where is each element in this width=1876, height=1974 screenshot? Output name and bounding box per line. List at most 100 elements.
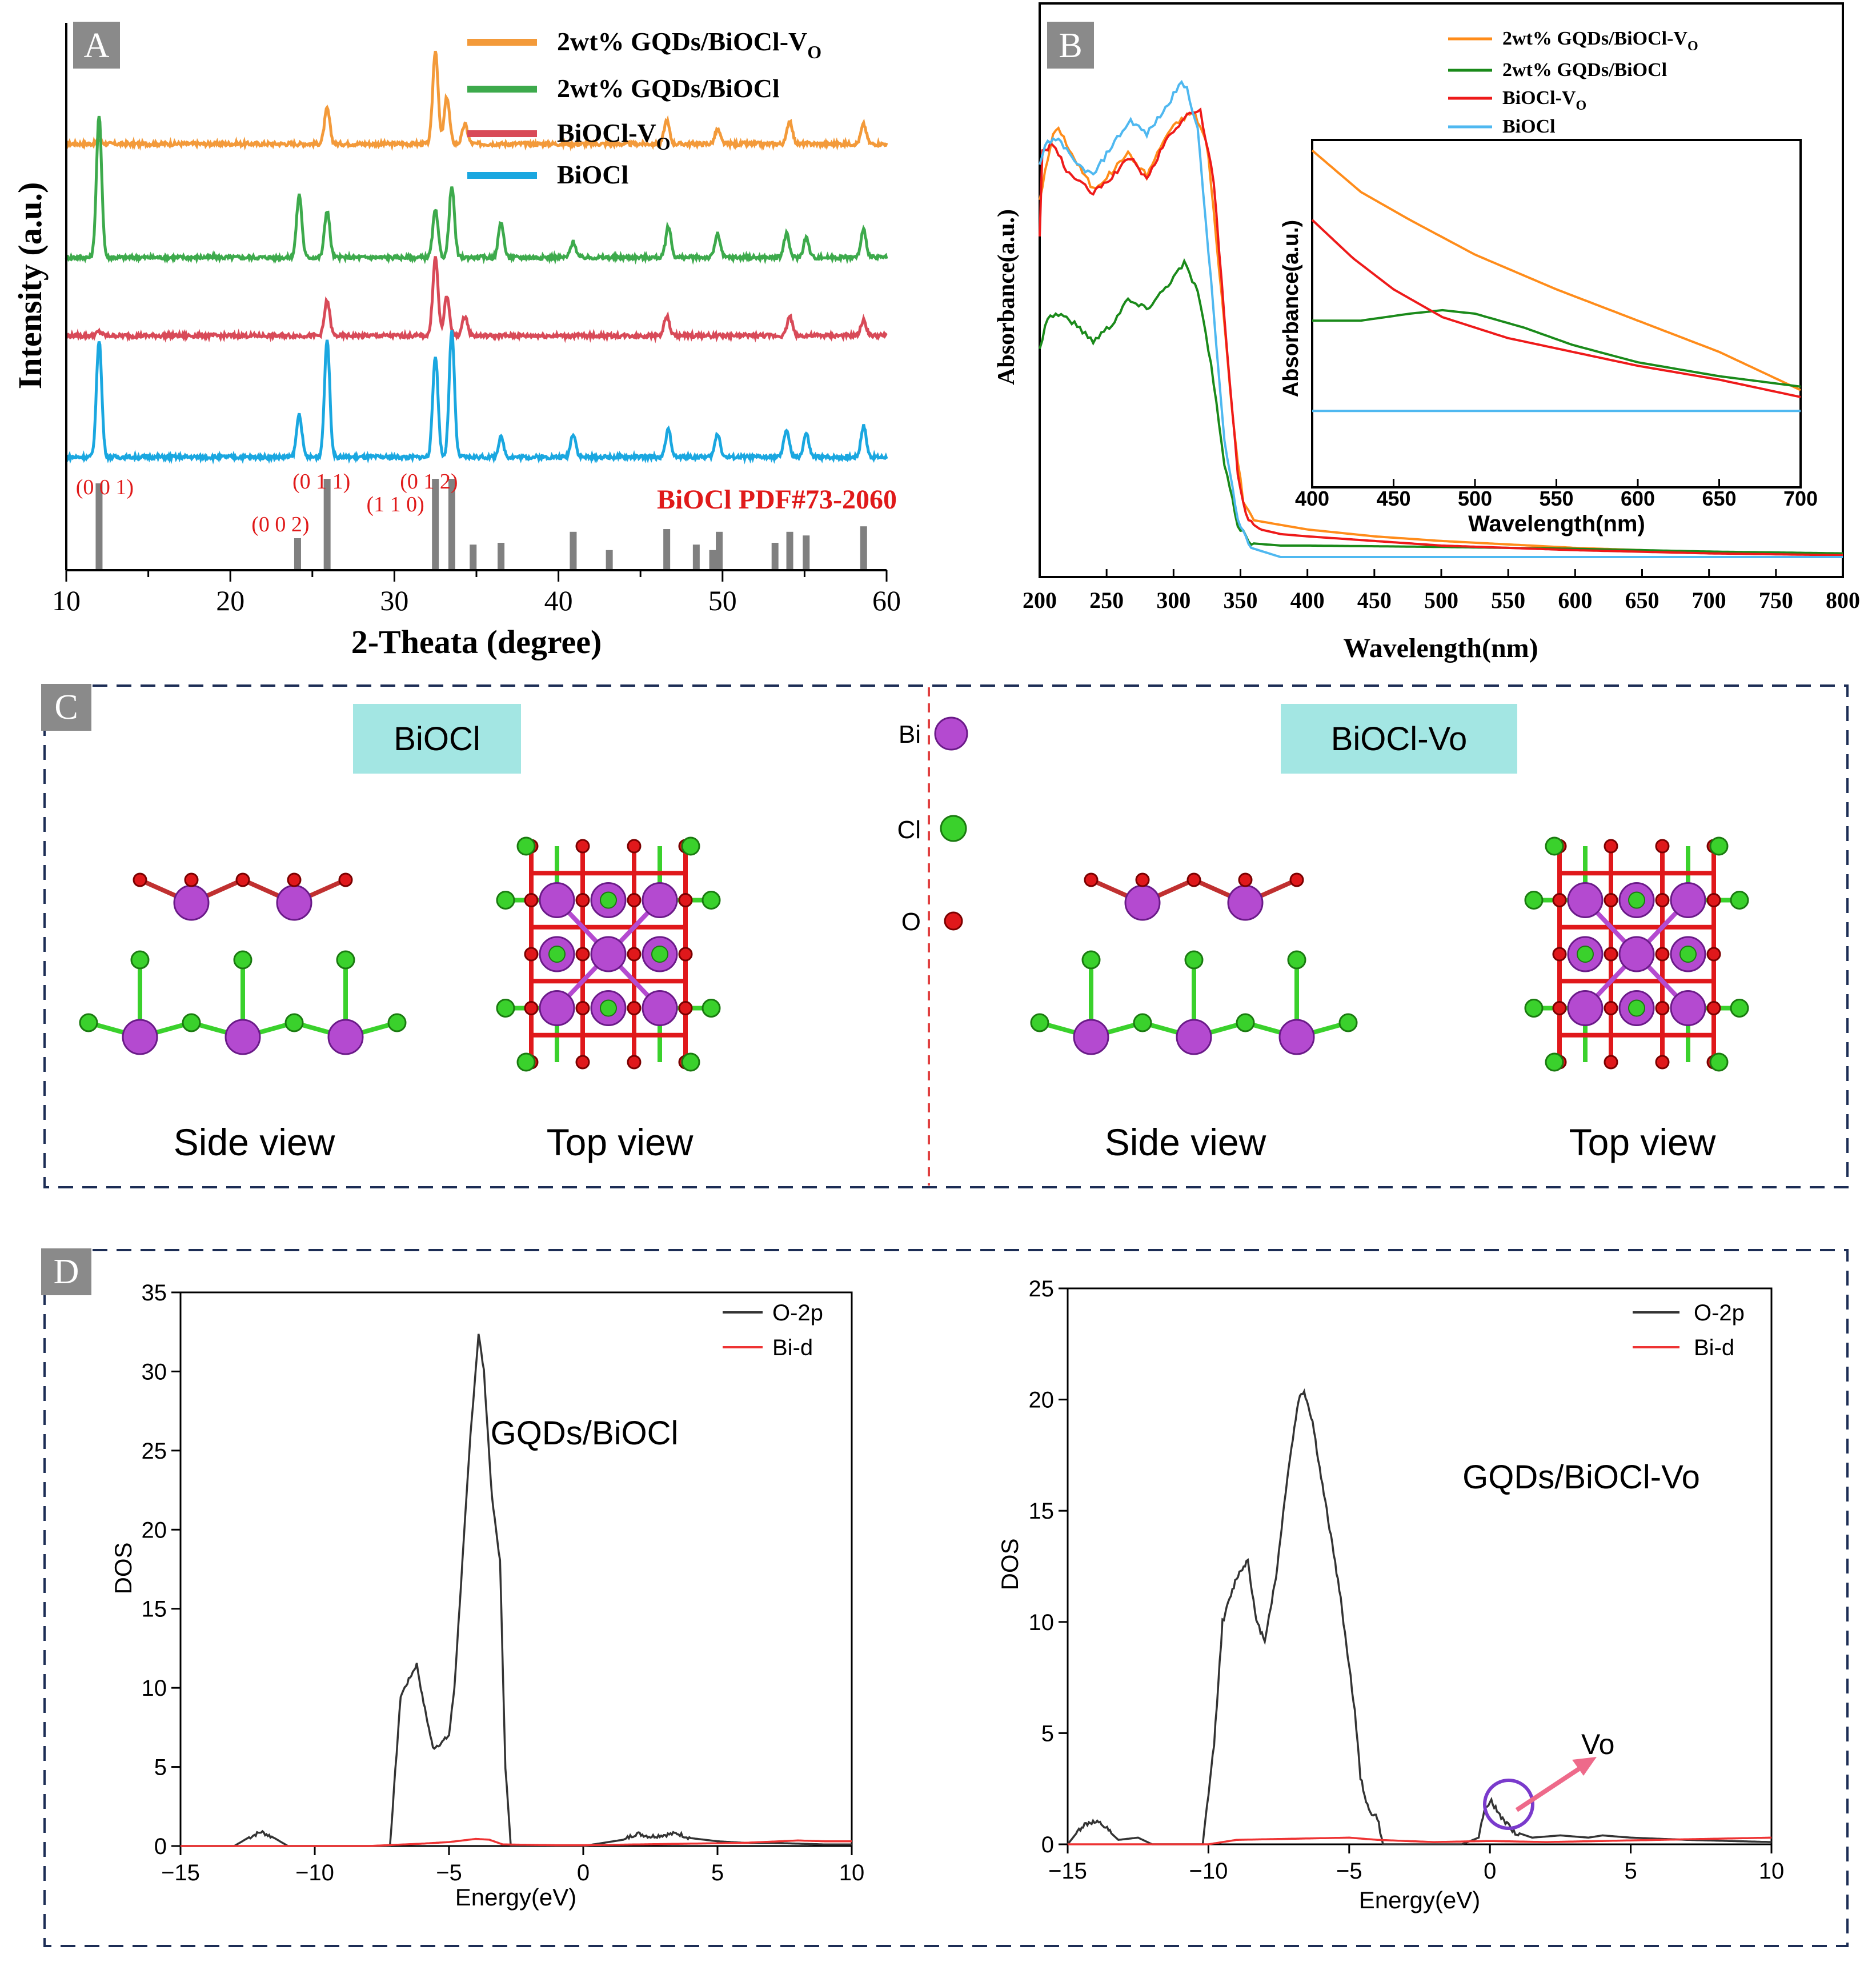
panel-d-right-legend-label-1: O-2p (1694, 1300, 1745, 1326)
y-tick-label: 5 (154, 1755, 167, 1780)
panel-c-atom-legend: Bi Cl O (897, 716, 968, 936)
reference-stick (716, 531, 723, 570)
reference-stick (606, 550, 613, 570)
panel-a-letter-box (73, 22, 120, 69)
x-tick-label: 5 (711, 1860, 724, 1885)
xrd-series-3 (65, 256, 888, 343)
cl-atom (182, 1013, 201, 1032)
x-tick-label: 60 (872, 584, 901, 616)
x-tick-label: −15 (1048, 1859, 1087, 1884)
y-tick-label: 10 (1029, 1610, 1055, 1635)
panel-c-left-top-view-label: Top view (547, 1121, 694, 1163)
panel-d-left-chart: −15 −10 −5 0 5 10 0 5 10 15 20 25 30 35 O-2p Bi-d GQD… (110, 1280, 864, 1911)
bi-atom (1073, 1019, 1109, 1055)
o-atom (1706, 947, 1721, 962)
x-tick-label: 10 (1759, 1859, 1785, 1884)
x-tick-label: 600 (1558, 587, 1592, 613)
x-tick-label: 650 (1625, 587, 1659, 613)
xrd-series-1 (65, 50, 888, 151)
x-tick-label: 0 (1484, 1859, 1496, 1884)
panel-d-right-x-label: Energy(eV) (1359, 1887, 1480, 1913)
x-tick-label: 0 (577, 1860, 590, 1885)
reference-stick (498, 543, 505, 570)
panel-b-inset-y-label: Absorbance(a.u.) (1279, 220, 1303, 397)
o-atom (1604, 839, 1618, 854)
o-atom (1706, 1001, 1721, 1015)
cl-atom (1030, 1013, 1049, 1032)
panel-d-left-annotation: GQDs/BiOCl (491, 1415, 679, 1452)
panel-a-x-ticks: 10 20 30 40 50 60 (52, 570, 901, 616)
x-tick-label: 40 (544, 584, 573, 616)
o-atom (1655, 839, 1670, 854)
o-atom (1604, 947, 1618, 962)
y-tick-label: 0 (1041, 1832, 1054, 1857)
embedded-cl-atom (651, 946, 668, 963)
dos-series-2 (181, 1837, 852, 1847)
uvvis-series-2 (1039, 258, 1843, 555)
x-tick-label: −10 (1189, 1859, 1228, 1884)
embedded-cl-atom (1577, 946, 1594, 963)
panel-c-structure-drawings (79, 836, 1749, 1072)
xrd-series-4 (66, 330, 888, 465)
cl-atom (496, 891, 515, 910)
panel-c-right-top-view-label: Top view (1569, 1121, 1716, 1163)
x-tick-label: 550 (1491, 587, 1525, 613)
hkl-label: (0 0 2) (251, 512, 309, 536)
bi-atom (1124, 884, 1161, 921)
hkl-label: (0 0 1) (76, 475, 134, 499)
legend-bi-atom (934, 716, 968, 751)
subscript: O (807, 42, 821, 62)
o-atom (1655, 947, 1670, 962)
panel-d-right-chart: −15 −10 −5 0 5 10 0 5 10 15 20 25 O-2p Bi-d GQDs/Bi… (996, 1276, 1784, 1913)
x-tick-label: 400 (1290, 587, 1325, 613)
reference-stick (570, 531, 577, 570)
panel-d-left-legend-label-1: O-2p (772, 1300, 823, 1326)
x-tick-label: 700 (1692, 587, 1726, 613)
hkl-label: (0 1 1) (292, 470, 350, 494)
y-tick-label: 20 (1029, 1388, 1055, 1413)
panel-a-legend: 2wt% GQDs/BiOCl-VO 2wt% GQDs/BiOCl BiOCl… (467, 27, 821, 189)
cl-atom (130, 950, 150, 970)
subscript: O (1687, 39, 1698, 54)
panel-b-legend-label-1: 2wt% GQDs/BiOCl-VO (1502, 28, 1698, 54)
bi-atom (1227, 884, 1264, 921)
embedded-cl-atom (1628, 999, 1645, 1017)
panel-d-left-frame (179, 1291, 853, 1847)
panel-a-legend-label-3: BiOCl-VO (557, 118, 671, 154)
o-atom (338, 872, 353, 887)
bi-atom (642, 882, 678, 918)
cl-atom (1709, 1052, 1729, 1072)
panel-b-legend-label-2: 2wt% GQDs/BiOCl (1502, 59, 1667, 81)
panel-a-legend-label-2: 2wt% GQDs/BiOCl (557, 74, 780, 103)
bi-atom (1567, 882, 1604, 918)
reference-stick (860, 526, 867, 570)
panel-c-left-title-box (353, 704, 521, 774)
embedded-cl-atom (600, 891, 617, 909)
cl-atom (1545, 1052, 1564, 1072)
vo-highlight-circle (1483, 1779, 1534, 1830)
vo-arrow-head (1572, 1757, 1597, 1776)
panel-c-right-title: BiOCl-Vo (1331, 720, 1468, 758)
o-atom (524, 947, 539, 962)
cl-atom (1236, 1013, 1255, 1032)
panel-d-right-annotation: GQDs/BiOCl-Vo (1462, 1459, 1700, 1496)
x-tick-label: 10 (52, 584, 81, 616)
y-tick-label: 0 (154, 1834, 167, 1859)
bi-atom (225, 1019, 261, 1055)
y-tick-label: 25 (1029, 1276, 1055, 1302)
panel-a-reference-sticks (95, 479, 867, 570)
bi-atom (590, 936, 627, 972)
o-atom (1604, 1055, 1618, 1070)
subscript: O (1576, 98, 1586, 113)
o-atom (1289, 872, 1304, 887)
bi-atom (276, 884, 312, 921)
cl-atom (387, 1013, 407, 1032)
cl-atom (681, 1052, 700, 1072)
embedded-cl-atom (1679, 946, 1697, 963)
y-tick-label: 30 (142, 1359, 167, 1384)
inset-x-tick-label: 450 (1376, 487, 1410, 510)
o-atom (1552, 893, 1567, 907)
reference-stick (771, 543, 779, 570)
reference-stick (786, 531, 793, 570)
cl-atom (284, 1013, 304, 1032)
